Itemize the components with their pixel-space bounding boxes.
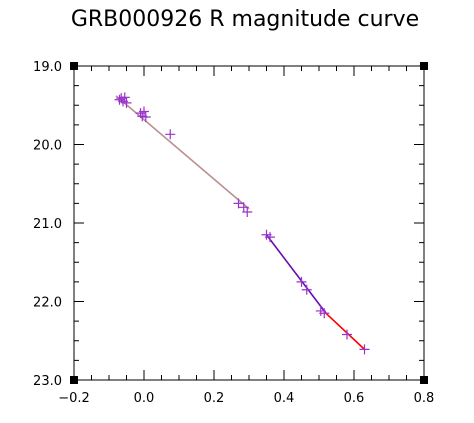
y-tick-label: 21.0 (33, 217, 62, 232)
data-point-marker (359, 344, 370, 355)
data-point-marker (140, 112, 151, 123)
data-point-marker (296, 276, 307, 287)
fit-lines (115, 95, 366, 350)
data-point-marker (319, 308, 330, 319)
chart-title: GRB000926 R magnitude curve (71, 7, 419, 32)
data-point-marker (242, 207, 253, 218)
data-point-marker (265, 232, 275, 243)
fit-line-segment (325, 312, 366, 350)
data-point-marker (165, 129, 176, 140)
y-tick-label: 22.0 (33, 296, 62, 311)
x-tick-label: 0.2 (204, 391, 225, 406)
x-tick-label: 0.0 (134, 391, 155, 406)
data-point-marker (342, 329, 352, 340)
fit-line-segment (265, 234, 327, 314)
data-point-marker (233, 198, 244, 209)
x-tick-label: 0.8 (414, 391, 435, 406)
x-tick-label: −0.2 (58, 391, 90, 406)
data-points (114, 92, 370, 355)
axis-ticks (73, 65, 425, 381)
data-point-marker (139, 106, 149, 117)
tick-labels: −0.2 0.0 0.2 0.4 0.6 0.8 19.0 20.0 21.0 22.0 23.0 (33, 60, 434, 406)
fit-line-segment (115, 95, 250, 210)
data-point-marker (301, 284, 312, 295)
x-tick-label: 0.6 (344, 391, 365, 406)
data-point-marker (119, 92, 130, 103)
x-tick-label: 0.4 (274, 391, 295, 406)
y-tick-label: 19.0 (33, 60, 62, 75)
y-tick-label: 23.0 (33, 374, 62, 389)
y-tick-label: 20.0 (33, 139, 62, 154)
data-point-marker (121, 97, 132, 108)
plot-frame (73, 65, 425, 381)
